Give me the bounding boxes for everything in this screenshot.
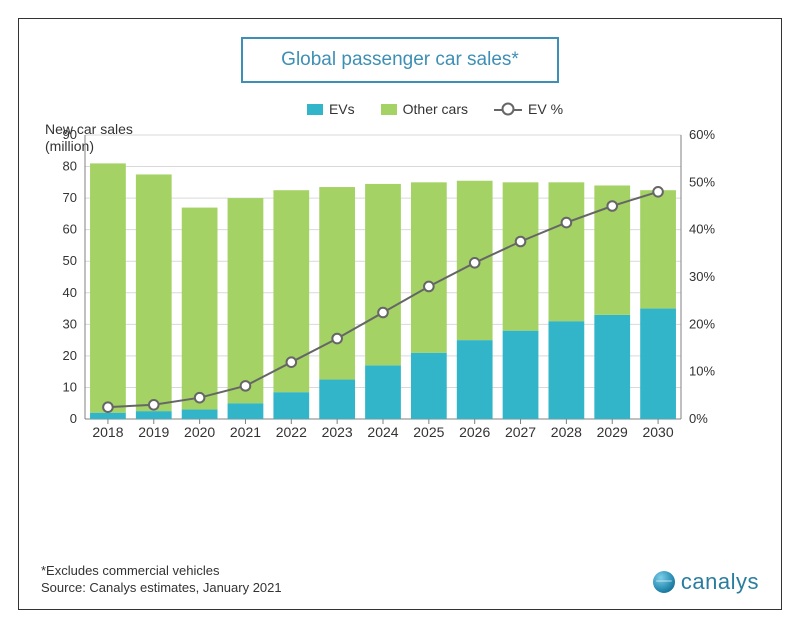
legend: EVs Other cars EV %	[111, 101, 759, 117]
brand-logo: canalys	[653, 569, 759, 595]
y-right-tick: 60%	[689, 127, 715, 142]
swatch-other	[381, 104, 397, 115]
y-right-tick: 20%	[689, 316, 715, 331]
ev-pct-marker	[378, 308, 388, 318]
bar-other	[319, 187, 355, 379]
x-category: 2027	[505, 424, 536, 440]
title-wrap: Global passenger car sales*	[41, 37, 759, 101]
y-right-tick: 50%	[689, 174, 715, 189]
bar-other	[549, 182, 585, 321]
x-category: 2026	[459, 424, 490, 440]
bar-other	[182, 208, 218, 410]
globe-icon	[653, 571, 675, 593]
chart-title: Global passenger car sales*	[241, 37, 559, 83]
y-left-tick: 60	[63, 222, 77, 237]
footnote: *Excludes commercial vehicles Source: Ca…	[41, 562, 759, 597]
ev-pct-marker	[470, 258, 480, 268]
bar-evs	[411, 353, 447, 419]
ev-pct-marker	[241, 381, 251, 391]
x-category: 2023	[322, 424, 353, 440]
chart-frame: Global passenger car sales* New car sale…	[18, 18, 782, 610]
y-left-tick: 80	[63, 159, 77, 174]
y-left-tick: 0	[70, 411, 77, 426]
ev-pct-marker	[424, 282, 434, 292]
bar-other	[503, 182, 539, 330]
y-left-tick: 50	[63, 253, 77, 268]
x-category: 2020	[184, 424, 215, 440]
bar-evs	[319, 380, 355, 419]
y-left-tick: 30	[63, 316, 77, 331]
ev-pct-marker	[103, 402, 113, 412]
y-left-tick: 10	[63, 379, 77, 394]
x-category: 2029	[597, 424, 628, 440]
x-category: 2018	[92, 424, 123, 440]
y-right-tick: 30%	[689, 269, 715, 284]
ev-pct-marker	[287, 357, 297, 367]
ev-pct-marker	[562, 218, 572, 228]
chart-svg: 01020304050607080900%10%20%30%40%50%60%2…	[41, 127, 731, 447]
bar-evs	[228, 403, 264, 419]
swatch-evs	[307, 104, 323, 115]
legend-item-evpct: EV %	[494, 101, 563, 117]
ev-pct-marker	[149, 400, 159, 410]
ev-pct-marker	[516, 237, 526, 247]
x-category: 2025	[413, 424, 444, 440]
brand-name: canalys	[681, 569, 759, 595]
bar-other	[90, 163, 126, 412]
y-left-tick: 40	[63, 285, 77, 300]
legend-item-other: Other cars	[381, 101, 468, 117]
swatch-line-icon	[494, 102, 522, 116]
y-right-tick: 40%	[689, 222, 715, 237]
bar-other	[228, 198, 264, 403]
x-category: 2019	[138, 424, 169, 440]
legend-label-evs: EVs	[329, 101, 355, 117]
y-right-tick: 0%	[689, 411, 708, 426]
ev-pct-marker	[607, 201, 617, 211]
bar-evs	[90, 413, 126, 419]
legend-item-evs: EVs	[307, 101, 355, 117]
legend-label-evpct: EV %	[528, 101, 563, 117]
x-category: 2030	[642, 424, 673, 440]
bar-evs	[503, 331, 539, 419]
bar-evs	[136, 411, 172, 419]
y-left-tick: 20	[63, 348, 77, 363]
bar-evs	[365, 365, 401, 419]
bar-other	[136, 174, 172, 411]
bar-evs	[594, 315, 630, 419]
legend-label-other: Other cars	[403, 101, 468, 117]
chart-area: 01020304050607080900%10%20%30%40%50%60%2…	[41, 127, 759, 556]
bar-evs	[273, 392, 309, 419]
y-right-tick: 10%	[689, 364, 715, 379]
x-category: 2022	[276, 424, 307, 440]
footnote-line1: *Excludes commercial vehicles	[41, 562, 759, 580]
y-left-tick: 90	[63, 127, 77, 142]
ev-pct-marker	[195, 393, 205, 403]
bar-evs	[549, 321, 585, 419]
footnote-line2: Source: Canalys estimates, January 2021	[41, 579, 759, 597]
ev-pct-marker	[653, 187, 663, 197]
bar-evs	[182, 410, 218, 419]
bar-other	[411, 182, 447, 352]
bar-evs	[640, 309, 676, 419]
x-category: 2024	[367, 424, 398, 440]
bar-other	[640, 190, 676, 308]
x-category: 2028	[551, 424, 582, 440]
y-left-tick: 70	[63, 190, 77, 205]
ev-pct-marker	[332, 334, 342, 344]
x-category: 2021	[230, 424, 261, 440]
bar-other	[365, 184, 401, 365]
bar-evs	[457, 340, 493, 419]
